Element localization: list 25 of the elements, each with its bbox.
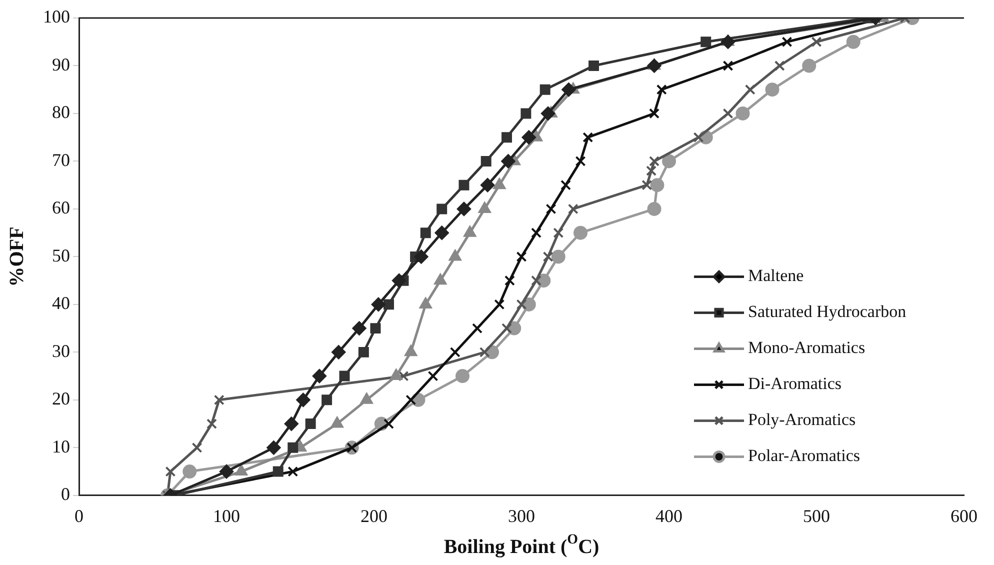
y-tick-label: 80 — [52, 102, 70, 122]
y-tick-label: 50 — [52, 245, 70, 266]
x-tick-label: 400 — [656, 506, 682, 526]
y-tick-label: 0 — [61, 484, 70, 504]
y-tick-label: 70 — [52, 150, 70, 170]
legend-label: Maltene — [748, 266, 804, 286]
y-tick-label: 60 — [52, 198, 70, 218]
y-tick-label: 100 — [43, 6, 70, 27]
y-tick-label: 90 — [52, 54, 70, 74]
legend-label: Poly-Aromatics — [748, 410, 856, 430]
legend-label: Saturated Hydrocarbon — [748, 302, 907, 322]
x-tick-label: 200 — [360, 506, 388, 526]
y-tick-label: 10 — [52, 436, 70, 456]
y-tick-label: 30 — [52, 340, 70, 361]
x-tick-label: 300 — [508, 506, 535, 526]
y-tick-label: 40 — [52, 293, 70, 314]
y-axis-title: %OFF — [6, 226, 28, 287]
x-tick-label: 500 — [803, 506, 830, 526]
legend-label: Mono-Aromatics — [748, 338, 866, 358]
x-tick-label: 100 — [213, 506, 240, 526]
x-tick-label: 600 — [950, 506, 978, 526]
legend-label: Polar-Aromatics — [748, 446, 860, 466]
y-tick-label: 20 — [52, 388, 70, 409]
legend-label: Di-Aromatics — [748, 374, 842, 394]
x-tick-label: 0 — [74, 506, 84, 526]
